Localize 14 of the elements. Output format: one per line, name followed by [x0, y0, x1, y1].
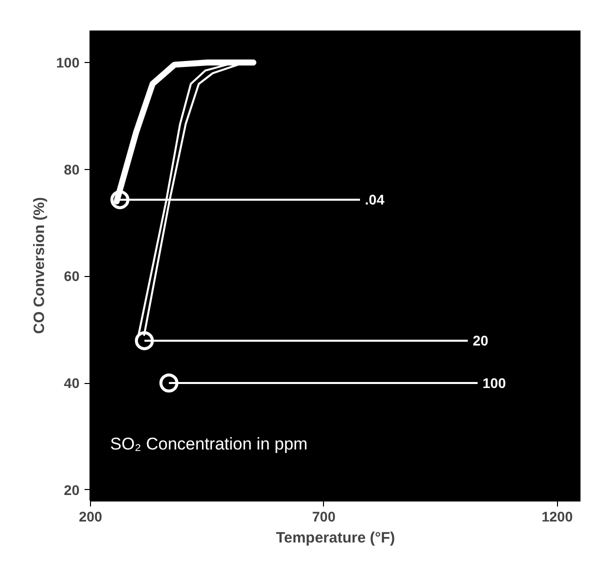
legend-title: SO₂ Concentration in ppm	[110, 434, 308, 454]
y-tick-label: 20	[64, 482, 80, 498]
text: .04	[364, 192, 385, 208]
y-tick-label: 100	[56, 54, 80, 71]
y-tick-label: 80	[64, 161, 80, 178]
y-tick-label: 60	[64, 268, 80, 284]
y-tick-label: 40	[64, 375, 80, 391]
text: 20	[472, 332, 488, 349]
x-axis-title: Temperature (°F)	[276, 530, 396, 546]
x-tick-label: 200	[78, 508, 102, 524]
x-tick-label: 1200	[542, 508, 573, 524]
x-tick-label: 700	[312, 508, 336, 524]
text: 100	[482, 375, 506, 391]
y-axis-title: CO Conversion (%)	[31, 197, 48, 334]
